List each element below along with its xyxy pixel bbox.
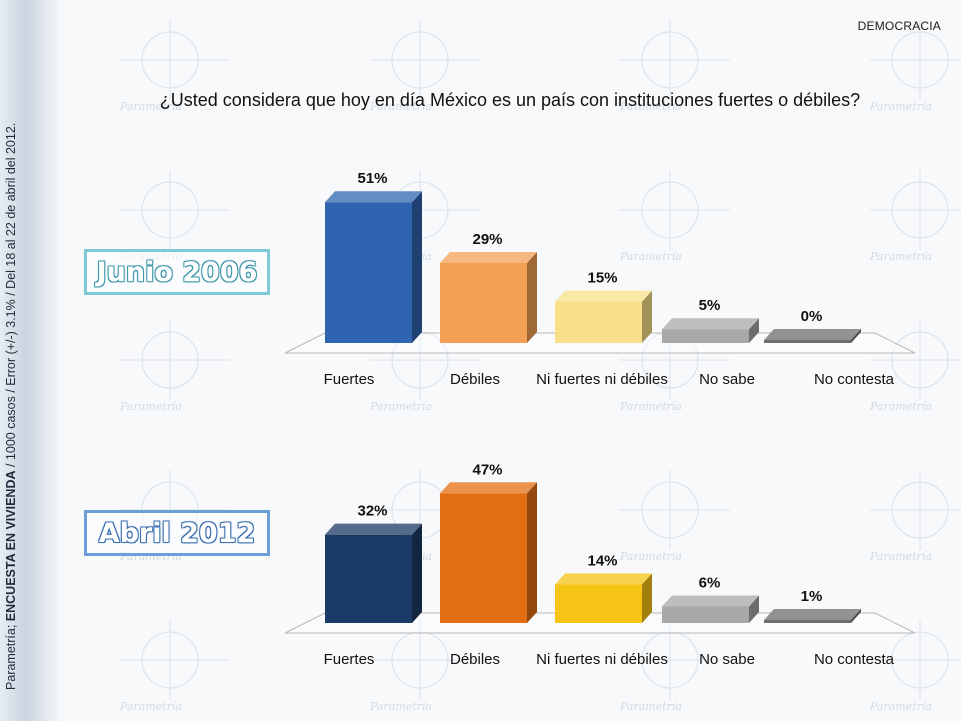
category-label: No contesta [814, 651, 895, 668]
bar-top [764, 329, 861, 340]
bar-chart-2: 32% Fuertes 47% Débiles 14% Ni fuertes ni déb… [284, 461, 916, 668]
bar-top [325, 523, 422, 535]
bar-value-label: 1% [801, 588, 823, 605]
bar-d-biles [440, 251, 537, 343]
bar-front [764, 620, 851, 623]
bar-value-label: 51% [357, 170, 387, 187]
category-label: Ni fuertes ni débiles [536, 371, 668, 388]
bar-fuertes [325, 191, 422, 343]
watermark-text: Parametría [369, 100, 432, 113]
bar-front [440, 262, 527, 343]
bar-side [527, 251, 537, 343]
period-label-2006-text: Junio 2006 [96, 256, 258, 288]
watermark-text: Parametría [619, 400, 682, 413]
watermark-text: Parametría [619, 100, 682, 113]
watermark-text: Parametría [869, 400, 932, 413]
bar-side [527, 482, 537, 623]
bar-top [662, 318, 759, 330]
watermark-text: Parametría [369, 700, 432, 713]
bar-d-biles [440, 482, 537, 623]
watermark-text: Parametría [619, 550, 682, 563]
category-label: Débiles [450, 651, 500, 668]
bar-front [764, 340, 851, 343]
watermark-text: Parametría [119, 400, 182, 413]
watermark-text: Parametría [619, 700, 682, 713]
bar-ni-fuertes-ni-d-biles [555, 290, 652, 343]
bar-value-label: 14% [587, 552, 617, 569]
watermark-text: Parametría [119, 100, 182, 113]
watermark-text: Parametría [869, 550, 932, 563]
bar-value-label: 6% [699, 574, 721, 591]
watermark-text: Parametría [619, 250, 682, 263]
category-label: No sabe [699, 651, 755, 668]
bar-value-label: 47% [472, 461, 502, 478]
category-label: Fuertes [324, 371, 375, 388]
bar-side [412, 523, 422, 623]
watermark-text: Parametría [869, 250, 932, 263]
watermark-text: Parametría [119, 700, 182, 713]
bar-side [749, 595, 759, 623]
bar-side [749, 318, 759, 343]
bar-value-label: 15% [587, 270, 617, 287]
bar-side [412, 191, 422, 343]
category-label: No sabe [699, 371, 755, 388]
bar-front [325, 534, 412, 623]
watermark-text: Parametría [869, 700, 932, 713]
bar-top [440, 482, 537, 494]
bar-no-sabe [662, 595, 759, 623]
bar-side [851, 329, 861, 343]
bar-front [325, 202, 412, 343]
period-label-2006: Junio 2006 [84, 249, 270, 295]
bar-fuertes [325, 523, 422, 623]
bar-top [555, 290, 652, 302]
bar-top [662, 595, 759, 607]
watermark-text: Parametría [369, 400, 432, 413]
survey-question: ¿Usted considera que hoy en día México e… [159, 90, 861, 110]
category-label: No contesta [814, 371, 895, 388]
bar-front [440, 493, 527, 623]
bar-front [662, 329, 749, 343]
bar-value-label: 5% [699, 297, 721, 314]
bar-front [662, 606, 749, 623]
bar-front [555, 301, 642, 343]
bar-value-label: 29% [472, 231, 502, 248]
bar-front [555, 584, 642, 623]
category-label: Ni fuertes ni débiles [536, 651, 668, 668]
bar-value-label: 0% [801, 308, 823, 325]
bar-side [642, 573, 652, 623]
watermark-text: Parametría [869, 100, 932, 113]
section-tag: DEMOCRACIA [857, 19, 941, 33]
bar-chart-1: 51% Fuertes 29% Débiles 15% Ni fuertes ni déb… [284, 170, 916, 388]
bar-no-contesta [764, 609, 861, 623]
category-label: Fuertes [324, 651, 375, 668]
bar-top [440, 251, 537, 263]
bar-ni-fuertes-ni-d-biles [555, 573, 652, 623]
bar-side [851, 609, 861, 623]
bar-top [764, 609, 861, 620]
bar-value-label: 32% [357, 503, 387, 520]
bar-no-contesta [764, 329, 861, 343]
period-label-2012: Abril 2012 [84, 510, 270, 556]
period-label-2012-text: Abril 2012 [98, 517, 256, 549]
bar-side [642, 290, 652, 343]
category-label: Débiles [450, 371, 500, 388]
left-decorative-band [0, 0, 58, 721]
bar-top [555, 573, 652, 585]
bar-no-sabe [662, 318, 759, 343]
bar-top [325, 191, 422, 203]
